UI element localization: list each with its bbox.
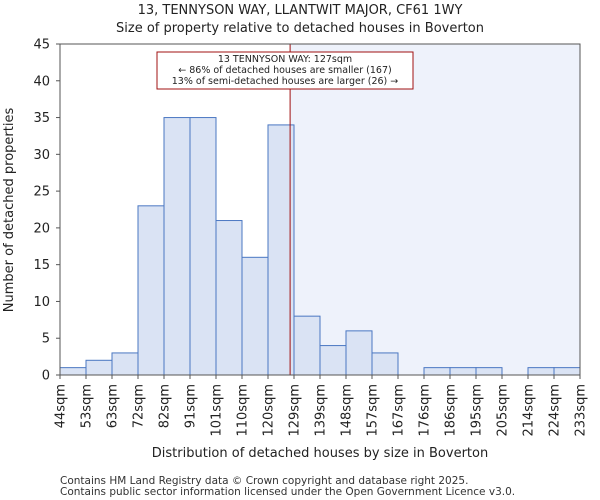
annotation-border [156, 51, 414, 90]
y-tick-label: 45 [33, 38, 50, 53]
bar-157sqm [371, 352, 399, 376]
x-tick-label: 63sqm [106, 384, 121, 428]
y-axis-ticks: 0 5 10 15 20 25 30 35 40 45 [33, 38, 60, 384]
bar-195sqm [475, 367, 503, 376]
x-axis-label: Distribution of detached houses by size … [152, 446, 488, 461]
bar-53sqm [85, 359, 113, 376]
x-axis-ticks: 44sqm 53sqm 63sqm 72sqm 82sqm 91sqm 101sqm 110s… [54, 375, 589, 437]
y-tick-label: 10 [33, 295, 50, 310]
x-tick-label: 186sqm [444, 384, 459, 437]
x-tick-label: 101sqm [210, 384, 225, 437]
y-tick-label: 30 [33, 148, 50, 163]
bar-186sqm [449, 367, 477, 376]
y-tick-label: 40 [33, 74, 50, 89]
annotation-line-1: 13 TENNYSON WAY: 127sqm [218, 54, 352, 65]
x-tick-label: 110sqm [236, 384, 251, 437]
y-tick-label: 15 [33, 258, 50, 273]
annotation-line-2: ← 86% of detached houses are smaller (16… [178, 65, 391, 76]
x-tick-label: 233sqm [574, 384, 589, 437]
x-tick-label: 224sqm [548, 384, 563, 437]
y-tick-label: 25 [33, 185, 50, 200]
x-tick-label: 195sqm [470, 384, 485, 437]
bars-group [59, 117, 581, 376]
x-tick-label: 120sqm [262, 384, 277, 437]
x-tick-label: 205sqm [496, 384, 511, 437]
x-tick-label: 167sqm [392, 384, 407, 437]
chart-subtitle: Size of property relative to detached ho… [116, 21, 484, 36]
larger-region-shade [290, 44, 580, 375]
x-tick-label: 72sqm [132, 384, 147, 428]
bar-110sqm [241, 256, 269, 376]
bar-101sqm [215, 220, 243, 376]
bar-72sqm [137, 205, 165, 376]
annotation-line-3: 13% of semi-detached houses are larger (… [172, 76, 399, 87]
bar-44sqm [59, 367, 87, 376]
x-tick-label: 148sqm [340, 384, 355, 437]
footer-line-2: Contains public sector information licen… [60, 486, 515, 498]
bar-91sqm [189, 117, 217, 376]
y-tick-label: 35 [33, 111, 50, 126]
y-axis-label: Number of detached properties [2, 108, 17, 313]
bar-139sqm [319, 345, 347, 376]
bar-176sqm [423, 367, 451, 376]
x-tick-label: 129sqm [288, 384, 303, 437]
y-tick-label: 5 [42, 332, 50, 347]
x-tick-label: 91sqm [184, 384, 199, 428]
x-tick-label: 44sqm [54, 384, 69, 428]
y-tick-label: 20 [33, 221, 50, 236]
annotation-box: 13 TENNYSON WAY: 127sqm ← 86% of detache… [156, 51, 414, 90]
bar-63sqm [111, 352, 139, 376]
x-tick-label: 157sqm [366, 384, 381, 437]
x-tick-label: 53sqm [80, 384, 95, 428]
footer-line-1: Contains HM Land Registry data © Crown c… [60, 475, 468, 487]
x-tick-label: 176sqm [418, 384, 433, 437]
bar-148sqm [345, 330, 373, 376]
bar-224sqm [553, 367, 581, 376]
bar-129sqm [293, 315, 321, 376]
x-tick-label: 214sqm [522, 384, 537, 437]
y-tick-label: 0 [42, 369, 50, 384]
x-tick-label: 82sqm [158, 384, 173, 428]
bar-214sqm [527, 367, 555, 376]
x-tick-label: 139sqm [314, 384, 329, 437]
chart-title: 13, TENNYSON WAY, LLANTWIT MAJOR, CF61 1… [138, 3, 463, 18]
bar-82sqm [163, 117, 191, 376]
